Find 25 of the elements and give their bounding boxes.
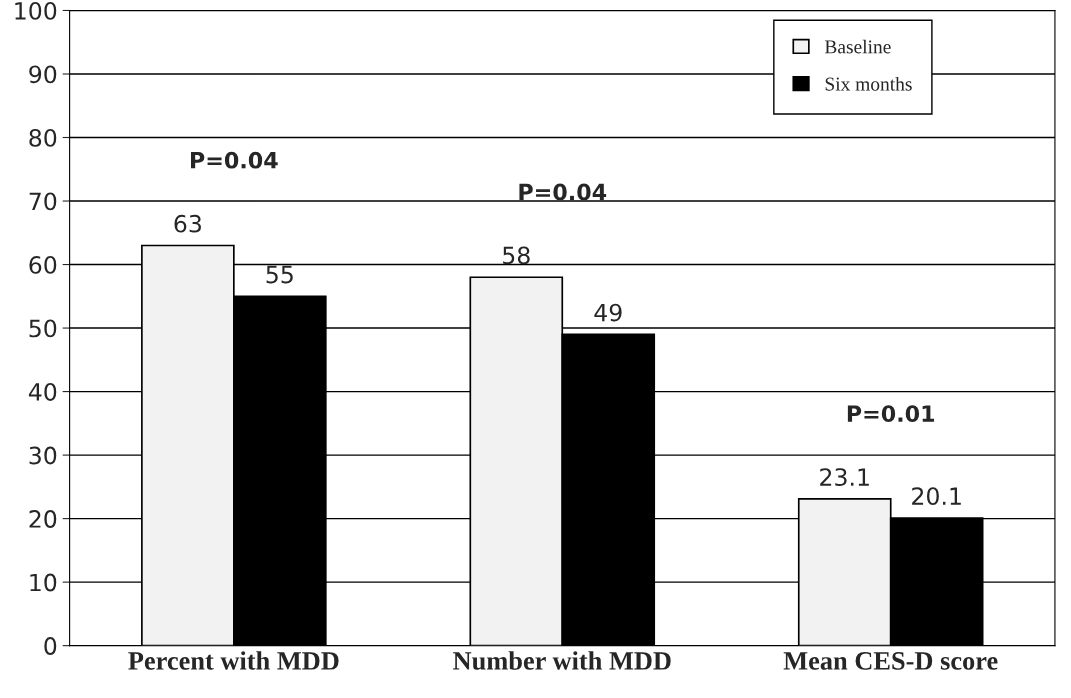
y-tick-label: 50 xyxy=(29,319,57,338)
y-tick-label: 30 xyxy=(29,446,57,465)
x-tick-label: Number with MDD xyxy=(453,651,671,670)
y-tick-label: 10 xyxy=(30,573,57,592)
y-tick-label: 70 xyxy=(29,192,57,211)
legend-label: Six months xyxy=(825,76,912,91)
x-tick-label: Mean CES-D score xyxy=(783,652,998,670)
data-label: 55 xyxy=(266,265,293,284)
annotation: P=0.04 xyxy=(191,151,278,169)
data-label: 20.1 xyxy=(912,487,961,506)
y-tick-label: 100 xyxy=(15,1,57,20)
annotation: P=0.04 xyxy=(519,183,607,201)
y-tick-label: 90 xyxy=(29,65,57,84)
data-label: 49 xyxy=(594,303,622,322)
y-tick-label: 0 xyxy=(44,637,57,655)
data-label: 23.1 xyxy=(820,468,869,487)
legend-label: Baseline xyxy=(824,39,891,54)
data-label: 58 xyxy=(503,246,530,265)
y-tick-label: 20 xyxy=(29,510,57,528)
y-tick-label: 80 xyxy=(29,128,57,147)
y-tick-label: 40 xyxy=(28,383,57,401)
data-label: 63 xyxy=(174,214,201,233)
x-tick-label: Percent with MDD xyxy=(128,651,339,670)
annotation: P=0.01 xyxy=(847,405,935,423)
y-tick-label: 60 xyxy=(29,255,57,274)
